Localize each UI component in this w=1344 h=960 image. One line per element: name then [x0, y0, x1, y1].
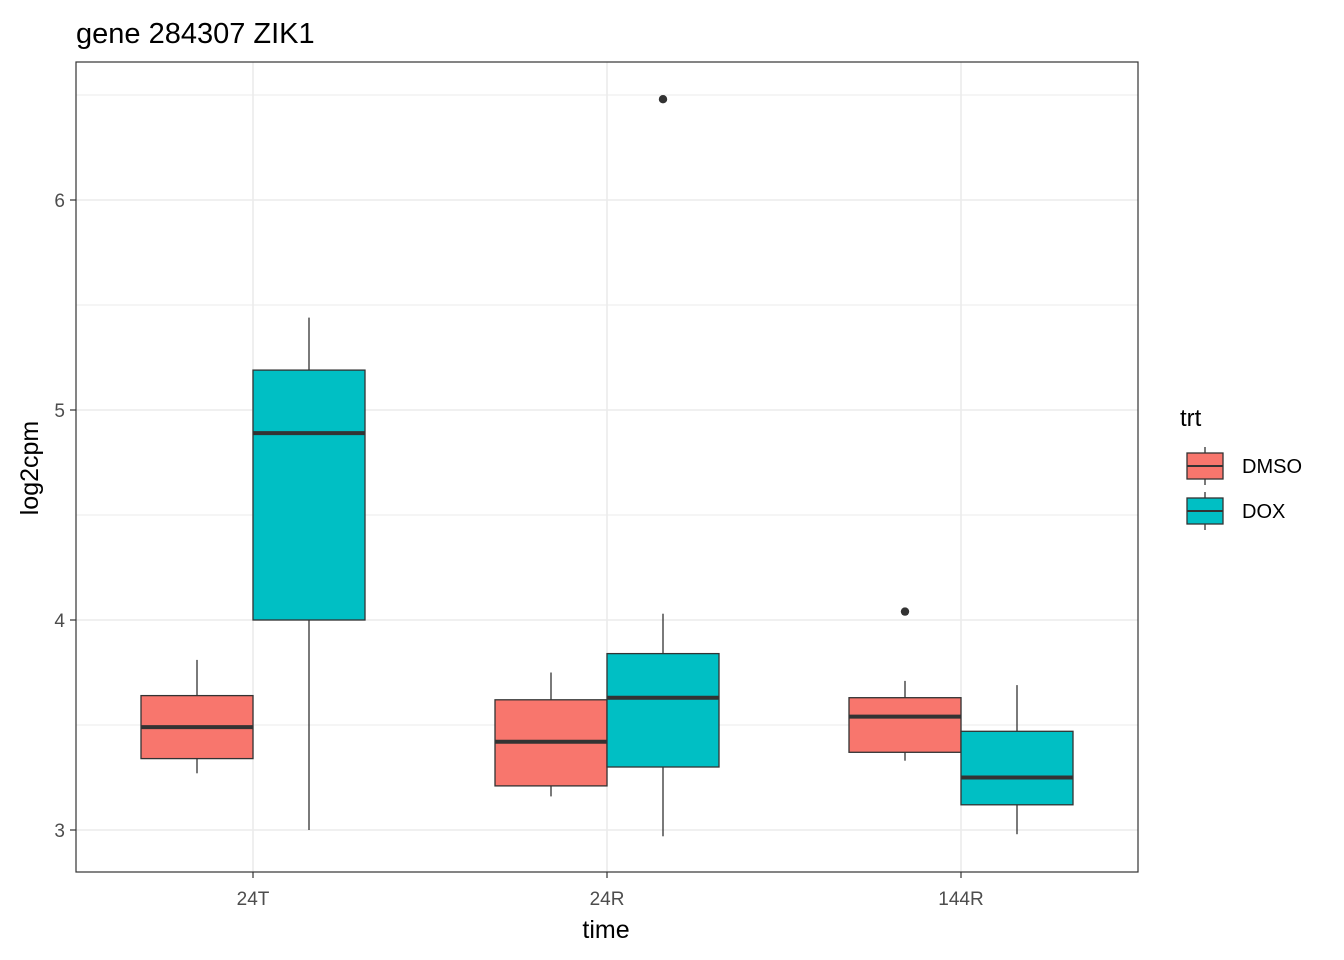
box-body	[848, 697, 962, 753]
box-layer	[140, 95, 1074, 837]
outlier-point	[658, 95, 668, 104]
y-tick-label: 6	[54, 191, 65, 212]
legend-title: trt	[1180, 405, 1202, 432]
legend-label-dmso: DMSO	[1242, 456, 1302, 478]
y-tick-label: 3	[54, 821, 65, 842]
legend-label-dox: DOX	[1242, 501, 1285, 523]
y-tick-label: 4	[54, 611, 65, 632]
box-dox-24t	[252, 317, 366, 830]
box-dox-144r	[960, 685, 1074, 835]
outlier-point	[900, 607, 910, 616]
x-axis-title: time	[582, 916, 629, 944]
x-tick-label: 144R	[938, 889, 983, 910]
legend-key-dox	[1186, 492, 1224, 530]
box-dmso-24t	[140, 659, 254, 774]
box-dox-24r	[606, 95, 720, 837]
box-dmso-24r	[494, 672, 608, 797]
y-tick-label: 5	[54, 401, 65, 422]
legend-key-dmso	[1186, 447, 1224, 485]
box-dmso-144r	[848, 607, 962, 761]
box-body	[606, 652, 720, 768]
box-body	[252, 369, 366, 621]
axis-ticks: 3 4 5 6 24T 24R 144R	[54, 191, 983, 910]
legend: trt DMSO DOX	[1180, 405, 1302, 530]
chart-title: gene 284307 ZIK1	[76, 18, 315, 50]
x-tick-label: 24T	[237, 889, 270, 910]
x-tick-label: 24R	[590, 889, 625, 910]
box-body	[960, 730, 1074, 806]
y-axis-title: log2cpm	[16, 421, 44, 516]
